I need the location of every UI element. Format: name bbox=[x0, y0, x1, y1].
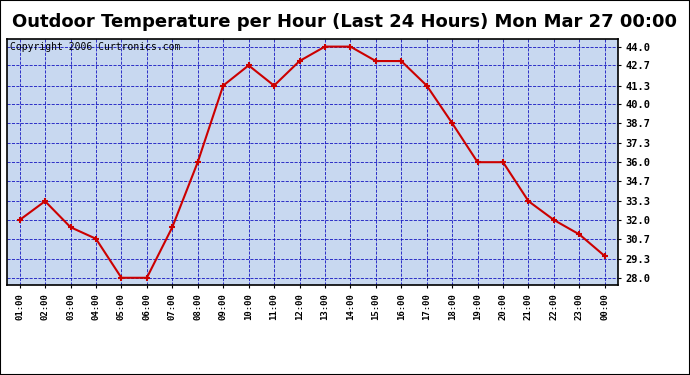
Text: Copyright 2006 Curtronics.com: Copyright 2006 Curtronics.com bbox=[10, 42, 180, 52]
Text: Outdoor Temperature per Hour (Last 24 Hours) Mon Mar 27 00:00: Outdoor Temperature per Hour (Last 24 Ho… bbox=[12, 13, 678, 31]
